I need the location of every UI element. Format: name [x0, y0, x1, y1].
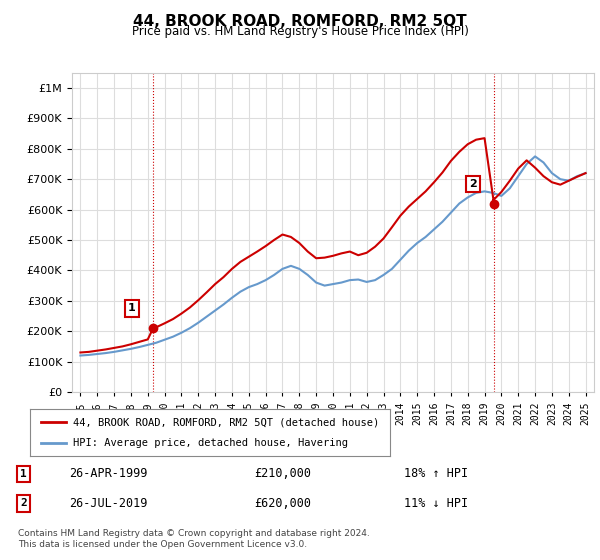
Text: £210,000: £210,000: [254, 468, 311, 480]
Text: 1: 1: [20, 469, 27, 479]
Text: £620,000: £620,000: [254, 497, 311, 510]
Text: Price paid vs. HM Land Registry's House Price Index (HPI): Price paid vs. HM Land Registry's House …: [131, 25, 469, 38]
Text: 2: 2: [469, 179, 477, 189]
Text: 18% ↑ HPI: 18% ↑ HPI: [404, 468, 468, 480]
Text: 2: 2: [20, 498, 27, 508]
Text: 26-APR-1999: 26-APR-1999: [70, 468, 148, 480]
Text: HPI: Average price, detached house, Havering: HPI: Average price, detached house, Have…: [73, 438, 348, 448]
Text: Contains HM Land Registry data © Crown copyright and database right 2024.
This d: Contains HM Land Registry data © Crown c…: [18, 529, 370, 549]
Text: 26-JUL-2019: 26-JUL-2019: [70, 497, 148, 510]
Text: 1: 1: [128, 304, 136, 314]
Text: 44, BROOK ROAD, ROMFORD, RM2 5QT: 44, BROOK ROAD, ROMFORD, RM2 5QT: [133, 14, 467, 29]
Text: 11% ↓ HPI: 11% ↓ HPI: [404, 497, 468, 510]
Text: 44, BROOK ROAD, ROMFORD, RM2 5QT (detached house): 44, BROOK ROAD, ROMFORD, RM2 5QT (detach…: [73, 417, 379, 427]
